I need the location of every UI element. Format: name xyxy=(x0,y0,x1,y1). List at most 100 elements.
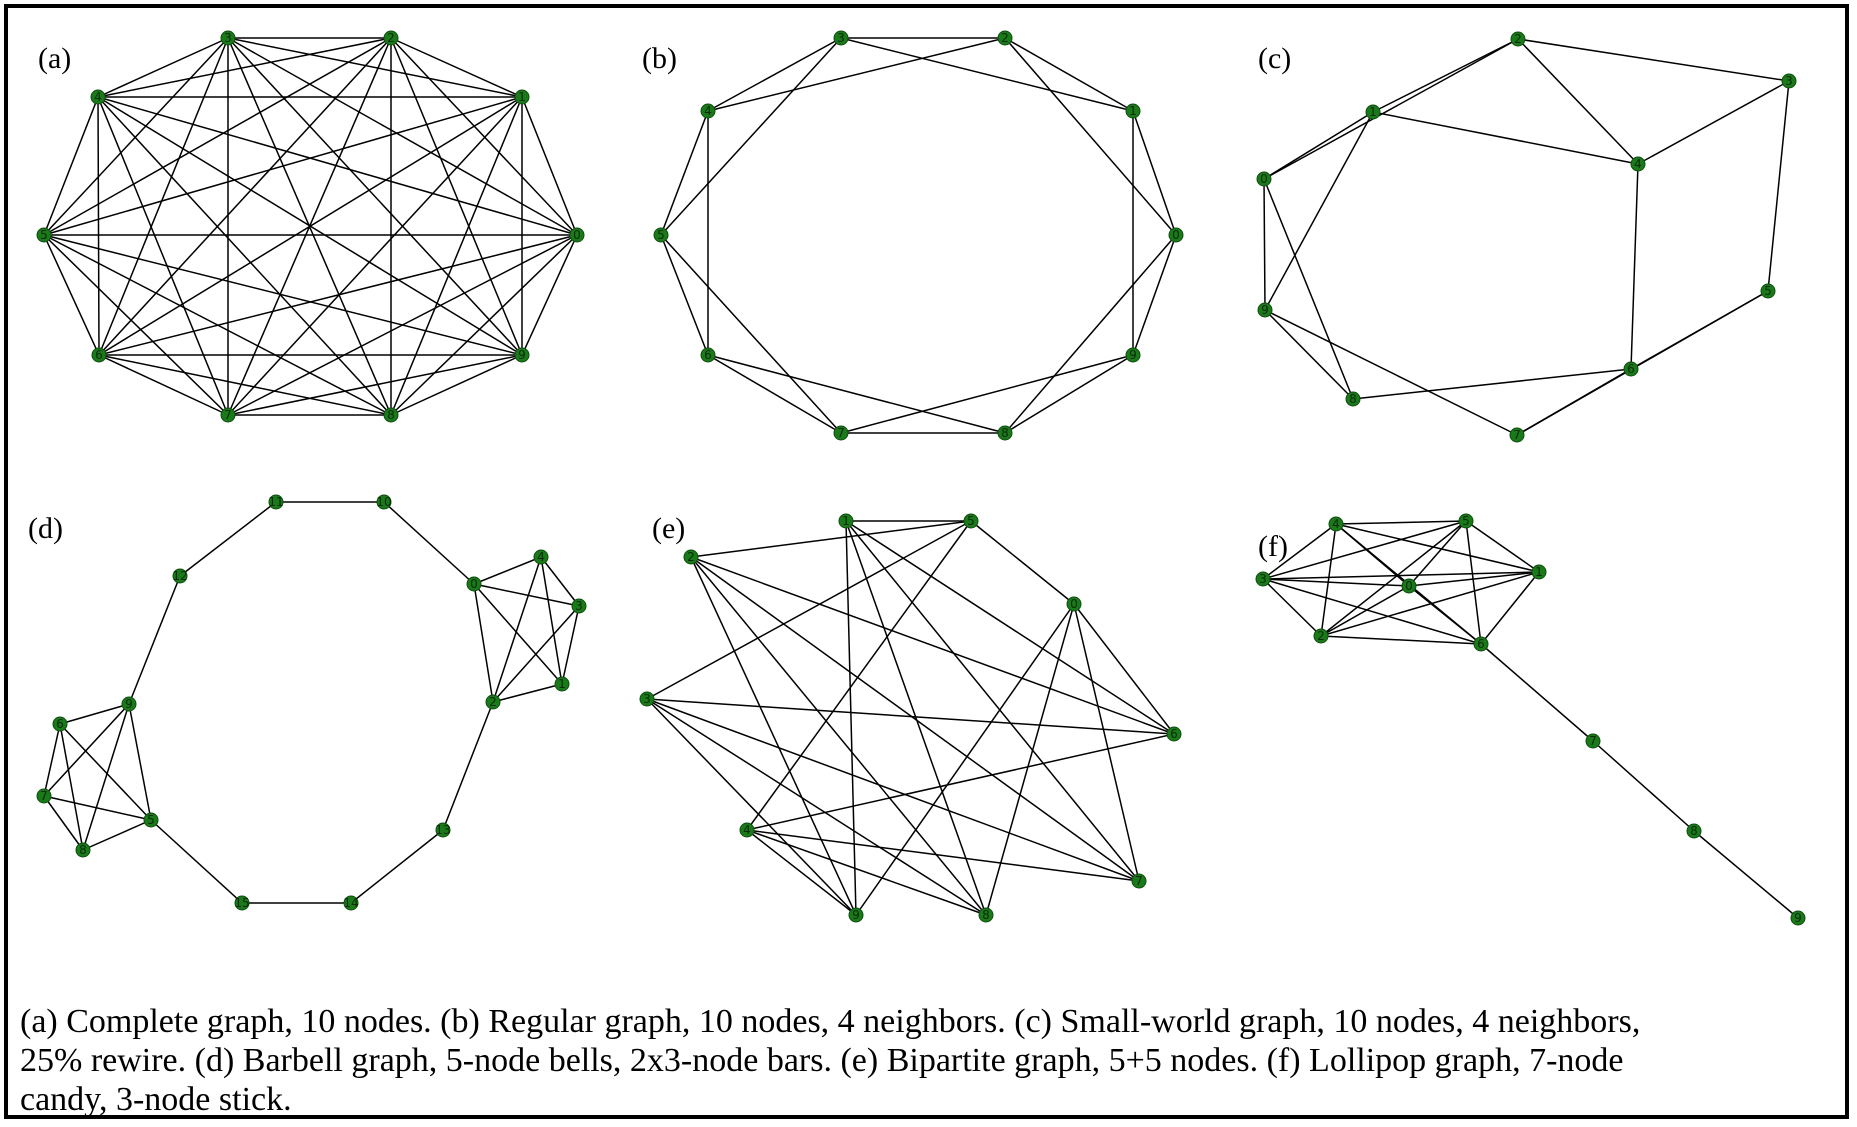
node-label-b-0: 0 xyxy=(1172,228,1180,242)
edge-a-4-8 xyxy=(97,96,392,416)
edge-f-2-5 xyxy=(1320,520,1467,637)
node-label-d-13: 13 xyxy=(435,823,450,837)
edge-a-6-8 xyxy=(98,354,392,416)
node-c-7 xyxy=(1509,427,1525,443)
edge-a-3-6 xyxy=(98,37,229,356)
node-e-0 xyxy=(1066,596,1082,612)
node-label-d-14: 14 xyxy=(343,896,358,910)
edge-c-8-9 xyxy=(1264,309,1354,400)
node-c-5 xyxy=(1760,283,1776,299)
edge-f-2-6 xyxy=(1320,635,1482,645)
edge-e-3-6 xyxy=(646,698,1175,735)
node-label-d-6: 6 xyxy=(56,717,64,731)
edge-f-4-5 xyxy=(1335,520,1467,525)
edge-a-0-2 xyxy=(390,37,578,236)
edge-a-0-4 xyxy=(97,96,578,236)
edge-a-8-9 xyxy=(390,354,523,416)
node-label-b-9: 9 xyxy=(1129,348,1137,362)
edge-d-2-3 xyxy=(492,605,580,703)
edge-f-7-8 xyxy=(1592,740,1695,832)
edge-f-1-4 xyxy=(1335,523,1540,573)
panel-label-c: (c) xyxy=(1258,42,1291,75)
edge-a-5-9 xyxy=(43,234,523,356)
edge-a-1-8 xyxy=(390,96,523,416)
edge-d-1-2 xyxy=(492,683,563,703)
edge-b-5-6 xyxy=(660,234,709,356)
node-d-3 xyxy=(571,598,587,614)
edge-e-3-7 xyxy=(646,698,1140,882)
node-c-4 xyxy=(1630,156,1646,172)
node-label-c-7: 7 xyxy=(1513,428,1521,442)
node-label-d-11: 11 xyxy=(268,495,283,509)
node-label-f-8: 8 xyxy=(1690,824,1698,838)
edge-a-0-3 xyxy=(227,37,578,236)
edge-f-3-4 xyxy=(1262,523,1337,580)
edge-c-4-6 xyxy=(1630,163,1639,370)
node-a-0 xyxy=(569,227,585,243)
node-label-a-4: 4 xyxy=(94,90,102,104)
node-c-8 xyxy=(1345,391,1361,407)
node-f-1 xyxy=(1531,564,1547,580)
edge-f-1-5 xyxy=(1465,520,1540,573)
node-label-b-5: 5 xyxy=(657,228,665,242)
node-c-2 xyxy=(1510,31,1526,47)
edge-e-4-9 xyxy=(746,829,857,916)
edge-a-5-8 xyxy=(43,234,392,416)
node-label-d-9: 9 xyxy=(125,697,133,711)
node-b-8 xyxy=(997,425,1013,441)
node-label-e-6: 6 xyxy=(1170,727,1178,741)
edge-e-3-5 xyxy=(646,520,972,700)
edge-d-12-9 xyxy=(128,575,181,705)
panel-f: (f) 0 1 2 3 4 5 6 7 8 9 xyxy=(1255,513,1806,926)
node-f-6 xyxy=(1473,636,1489,652)
edge-f-0-5 xyxy=(1408,520,1467,587)
node-c-3 xyxy=(1781,73,1797,89)
edge-b-5-7 xyxy=(660,234,842,434)
node-label-d-0: 0 xyxy=(470,577,478,591)
panel-e: (e) 0 1 2 3 4 5 6 7 8 9 xyxy=(639,512,1182,923)
node-c-1 xyxy=(1365,104,1381,120)
node-a-2 xyxy=(383,30,399,46)
node-f-3 xyxy=(1255,571,1271,587)
node-label-d-3: 3 xyxy=(575,599,583,613)
node-a-3 xyxy=(220,30,236,46)
edge-a-7-9 xyxy=(227,354,523,416)
node-label-f-3: 3 xyxy=(1259,572,1267,586)
node-e-7 xyxy=(1131,873,1147,889)
node-label-f-9: 9 xyxy=(1794,911,1802,925)
panel-label-b: (b) xyxy=(642,42,677,75)
node-label-e-7: 7 xyxy=(1135,874,1143,888)
node-c-0 xyxy=(1256,171,1272,187)
edge-e-0-7 xyxy=(1073,603,1140,882)
node-d-2 xyxy=(485,694,501,710)
edge-f-3-5 xyxy=(1262,520,1467,580)
edge-f-6-7 xyxy=(1480,643,1594,742)
node-label-e-2: 2 xyxy=(687,550,695,564)
edge-e-0-9 xyxy=(855,603,1075,916)
figure-frame: (a) 0 1 2 3 4 5 6 7 8 9 (b) 0 1 2 3 4 5 6 7 8 9 (c) 0 1 2 3 4 5 6 7 8 9(… xyxy=(4,4,1849,1119)
node-f-5 xyxy=(1458,513,1474,529)
edge-c-6-8 xyxy=(1352,368,1632,400)
edge-f-8-9 xyxy=(1693,830,1799,919)
node-d-5 xyxy=(143,812,159,828)
node-label-f-1: 1 xyxy=(1535,565,1543,579)
node-d-7 xyxy=(36,788,52,804)
node-e-4 xyxy=(739,822,755,838)
edge-d-1-4 xyxy=(540,556,563,685)
edge-d-1-3 xyxy=(561,605,580,685)
node-d-9 xyxy=(121,696,137,712)
edge-d-5-8 xyxy=(82,819,152,851)
edge-e-4-7 xyxy=(746,829,1140,882)
panel-label-d: (d) xyxy=(28,512,63,545)
edge-d-6-7 xyxy=(43,723,61,797)
node-label-d-10: 10 xyxy=(376,495,391,509)
edge-f-0-1 xyxy=(1408,571,1540,587)
panel-label-a: (a) xyxy=(38,42,71,75)
node-f-9 xyxy=(1790,910,1806,926)
node-label-e-9: 9 xyxy=(852,908,860,922)
edge-e-1-6 xyxy=(845,520,1175,735)
node-label-e-1: 1 xyxy=(842,514,850,528)
edge-d-0-2 xyxy=(473,583,494,703)
edge-c-2-3 xyxy=(1517,38,1790,82)
